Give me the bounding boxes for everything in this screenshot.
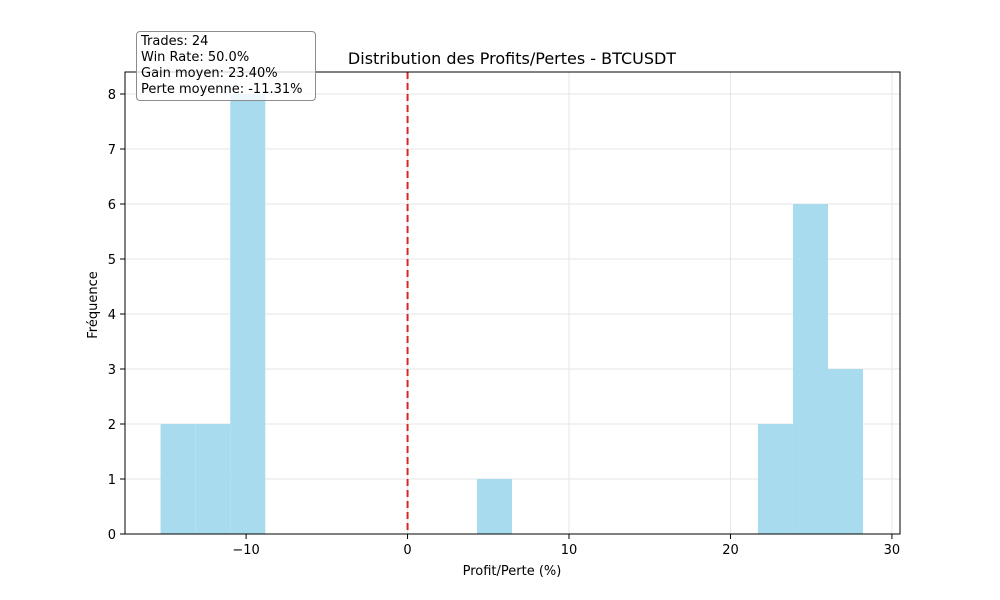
y-tick-label: 7 xyxy=(108,143,116,158)
histogram-bar xyxy=(230,94,266,534)
histogram-bars xyxy=(160,94,864,534)
x-tick-label: −10 xyxy=(232,543,259,558)
x-axis-label: Profit/Perte (%) xyxy=(463,564,562,579)
x-tick-label: 30 xyxy=(884,543,901,558)
histogram-bar xyxy=(160,424,196,534)
y-tick-label: 2 xyxy=(108,418,116,433)
stats-avg-loss: Perte moyenne: -11.31% xyxy=(141,82,303,97)
stats-avg-gain: Gain moyen: 23.40% xyxy=(141,66,278,81)
histogram-bar xyxy=(476,479,513,534)
histogram-bar xyxy=(195,424,231,534)
histogram-bar xyxy=(757,424,793,534)
chart-title: Distribution des Profits/Pertes - BTCUSD… xyxy=(348,49,676,68)
x-tick-label: 0 xyxy=(403,543,411,558)
stats-box: Trades: 24 Win Rate: 50.0% Gain moyen: 2… xyxy=(136,31,316,101)
y-tick-label: 5 xyxy=(108,253,116,268)
x-axis-ticks: −10 0 10 20 30 xyxy=(232,534,900,558)
y-tick-label: 3 xyxy=(108,363,116,378)
y-axis-ticks: 0 1 2 3 4 5 6 7 8 xyxy=(108,88,125,543)
histogram-bar xyxy=(827,369,864,534)
x-tick-label: 10 xyxy=(561,543,578,558)
stats-win-rate: Win Rate: 50.0% xyxy=(141,50,250,65)
y-tick-label: 1 xyxy=(108,473,116,488)
y-tick-label: 6 xyxy=(108,198,116,213)
plot-frame xyxy=(124,71,901,535)
y-tick-label: 8 xyxy=(108,88,116,103)
stats-trades: Trades: 24 xyxy=(141,34,209,49)
histogram-bar xyxy=(792,204,828,534)
y-axis-label: Fréquence xyxy=(86,271,101,338)
x-tick-label: 20 xyxy=(722,543,739,558)
y-tick-label: 4 xyxy=(108,308,116,323)
y-tick-label: 0 xyxy=(108,528,116,543)
